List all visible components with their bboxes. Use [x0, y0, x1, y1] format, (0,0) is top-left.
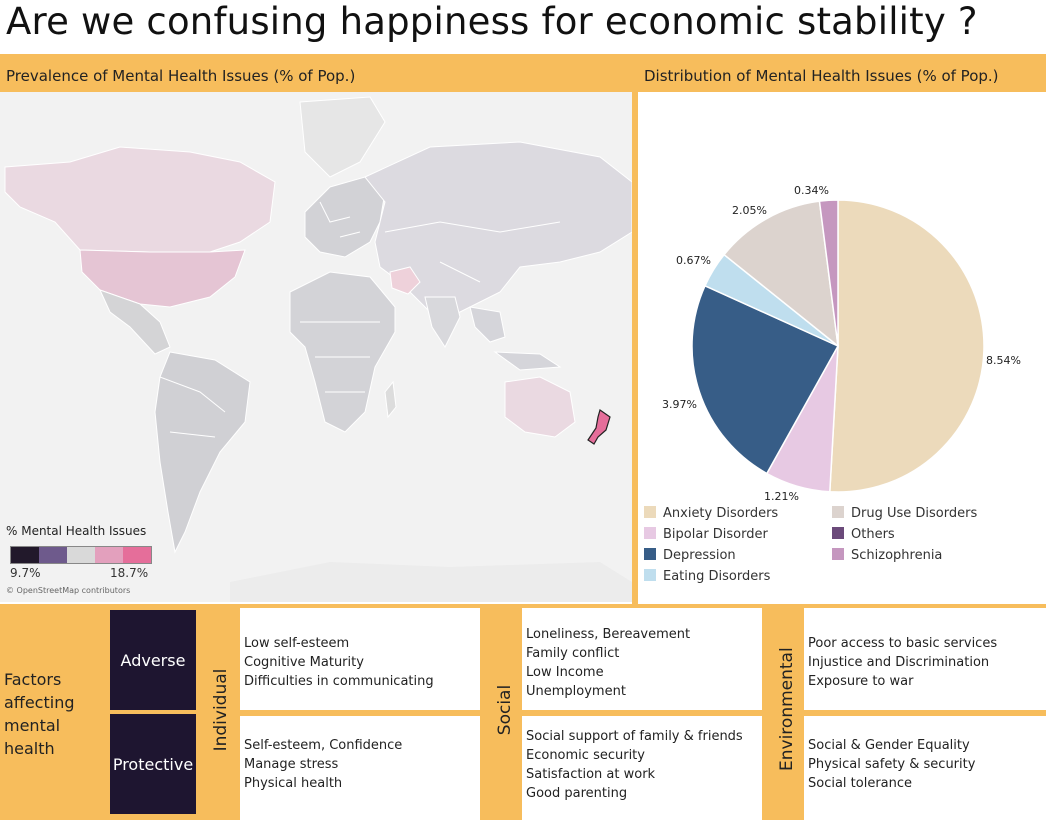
map-region-antarctica — [230, 562, 632, 602]
map-header: Prevalence of Mental Health Issues (% of… — [0, 60, 632, 92]
map-country-australia — [504, 376, 576, 438]
pie-legend-item[interactable]: Drug Use Disorders — [832, 506, 977, 521]
dashboard-title: Are we confusing happiness for economic … — [6, 0, 978, 43]
environmental-protective-box: Social & Gender Equality Physical safety… — [804, 716, 1046, 820]
legend-swatch — [644, 506, 656, 518]
environmental-adverse-box: Poor access to basic services Injustice … — [804, 608, 1046, 710]
legend-swatch — [832, 527, 844, 539]
map-region-south-america — [154, 351, 251, 554]
pie-legend-item[interactable]: Anxiety Disorders — [644, 506, 778, 521]
frame-bar-top — [0, 54, 1046, 60]
map-country-mexico — [99, 289, 171, 355]
pie-data-label: 2.05% — [732, 204, 767, 217]
map-attribution: © OpenStreetMap contributors — [6, 586, 131, 595]
factors-title: Factors affecting mental health — [4, 670, 75, 758]
protective-label: Protective — [110, 714, 196, 814]
map-country-iran — [389, 266, 421, 295]
pie-slice-schizophrenia[interactable] — [818, 199, 839, 347]
pie-data-label: 1.21% — [764, 490, 799, 503]
adverse-label: Adverse — [110, 610, 196, 710]
legend-swatch — [832, 506, 844, 518]
legend-label: Drug Use Disorders — [851, 506, 978, 521]
legend-swatch — [644, 548, 656, 560]
environmental-label: Environmental — [777, 647, 797, 771]
map-country-canada — [4, 146, 276, 253]
map-country-usa — [79, 249, 246, 308]
pie-data-label: 0.34% — [794, 184, 829, 197]
pie-slice-depression[interactable] — [691, 284, 840, 475]
factors-section: Factors affecting mental health Adverse … — [0, 604, 1046, 820]
map-legend-swatch — [39, 547, 67, 563]
pie-data-label: 8.54% — [986, 354, 1021, 367]
legend-swatch — [644, 527, 656, 539]
world-map-svg — [0, 92, 632, 602]
pie-legend-item[interactable]: Eating Disorders — [644, 569, 770, 584]
pie-panel: 8.54% 1.21% 3.97% 0.67% 2.05% 0.34% Anxiety D… — [638, 92, 1046, 602]
world-map[interactable]: % Mental Health Issues 9.7% 18.7% © Open… — [0, 92, 632, 602]
pie-legend-item[interactable]: Depression — [644, 548, 736, 563]
pie-chart[interactable] — [638, 92, 1046, 492]
legend-label: Depression — [663, 548, 736, 563]
map-legend-swatch — [11, 547, 39, 563]
legend-label: Others — [851, 527, 895, 542]
pie-legend-item[interactable]: Schizophrenia — [832, 548, 942, 563]
map-legend-swatch — [123, 547, 151, 563]
map-region-se-asia — [469, 306, 562, 371]
map-region-europe — [304, 176, 386, 258]
pie-legend-item[interactable]: Others — [832, 527, 895, 542]
pie-data-label: 0.67% — [676, 254, 711, 267]
legend-label: Bipolar Disorder — [663, 527, 768, 542]
map-legend-swatch — [67, 547, 95, 563]
map-legend-min: 9.7% — [10, 566, 41, 580]
map-region-africa — [289, 271, 396, 433]
legend-swatch — [644, 569, 656, 581]
social-adverse-box: Loneliness, Bereavement Family conflict … — [522, 608, 762, 710]
map-country-india — [424, 296, 461, 349]
pie-header: Distribution of Mental Health Issues (% … — [638, 60, 1046, 92]
individual-label: Individual — [211, 668, 231, 752]
frame-divider — [632, 60, 638, 604]
map-country-new-zealand — [587, 409, 611, 445]
pie-data-label: 3.97% — [662, 398, 697, 411]
individual-protective-box: Self-esteem, Confidence Manage stress Ph… — [240, 716, 480, 820]
social-label: Social — [495, 684, 515, 736]
individual-adverse-box: Low self-esteem Cognitive Maturity Diffi… — [240, 608, 480, 710]
map-legend-swatch — [95, 547, 123, 563]
map-legend-gradient — [10, 546, 152, 564]
map-legend-max: 18.7% — [110, 566, 149, 580]
legend-label: Eating Disorders — [663, 569, 771, 584]
social-protective-box: Social support of family & friends Econo… — [522, 716, 762, 820]
legend-swatch — [832, 548, 844, 560]
map-country-greenland — [299, 96, 386, 178]
legend-label: Schizophrenia — [851, 548, 943, 563]
pie-slice-drug-use-disorders[interactable] — [723, 200, 839, 348]
pie-slice-anxiety-disorders[interactable] — [829, 199, 985, 492]
pie-legend-item[interactable]: Bipolar Disorder — [644, 527, 768, 542]
legend-label: Anxiety Disorders — [663, 506, 779, 521]
map-legend-title: % Mental Health Issues — [6, 524, 147, 538]
